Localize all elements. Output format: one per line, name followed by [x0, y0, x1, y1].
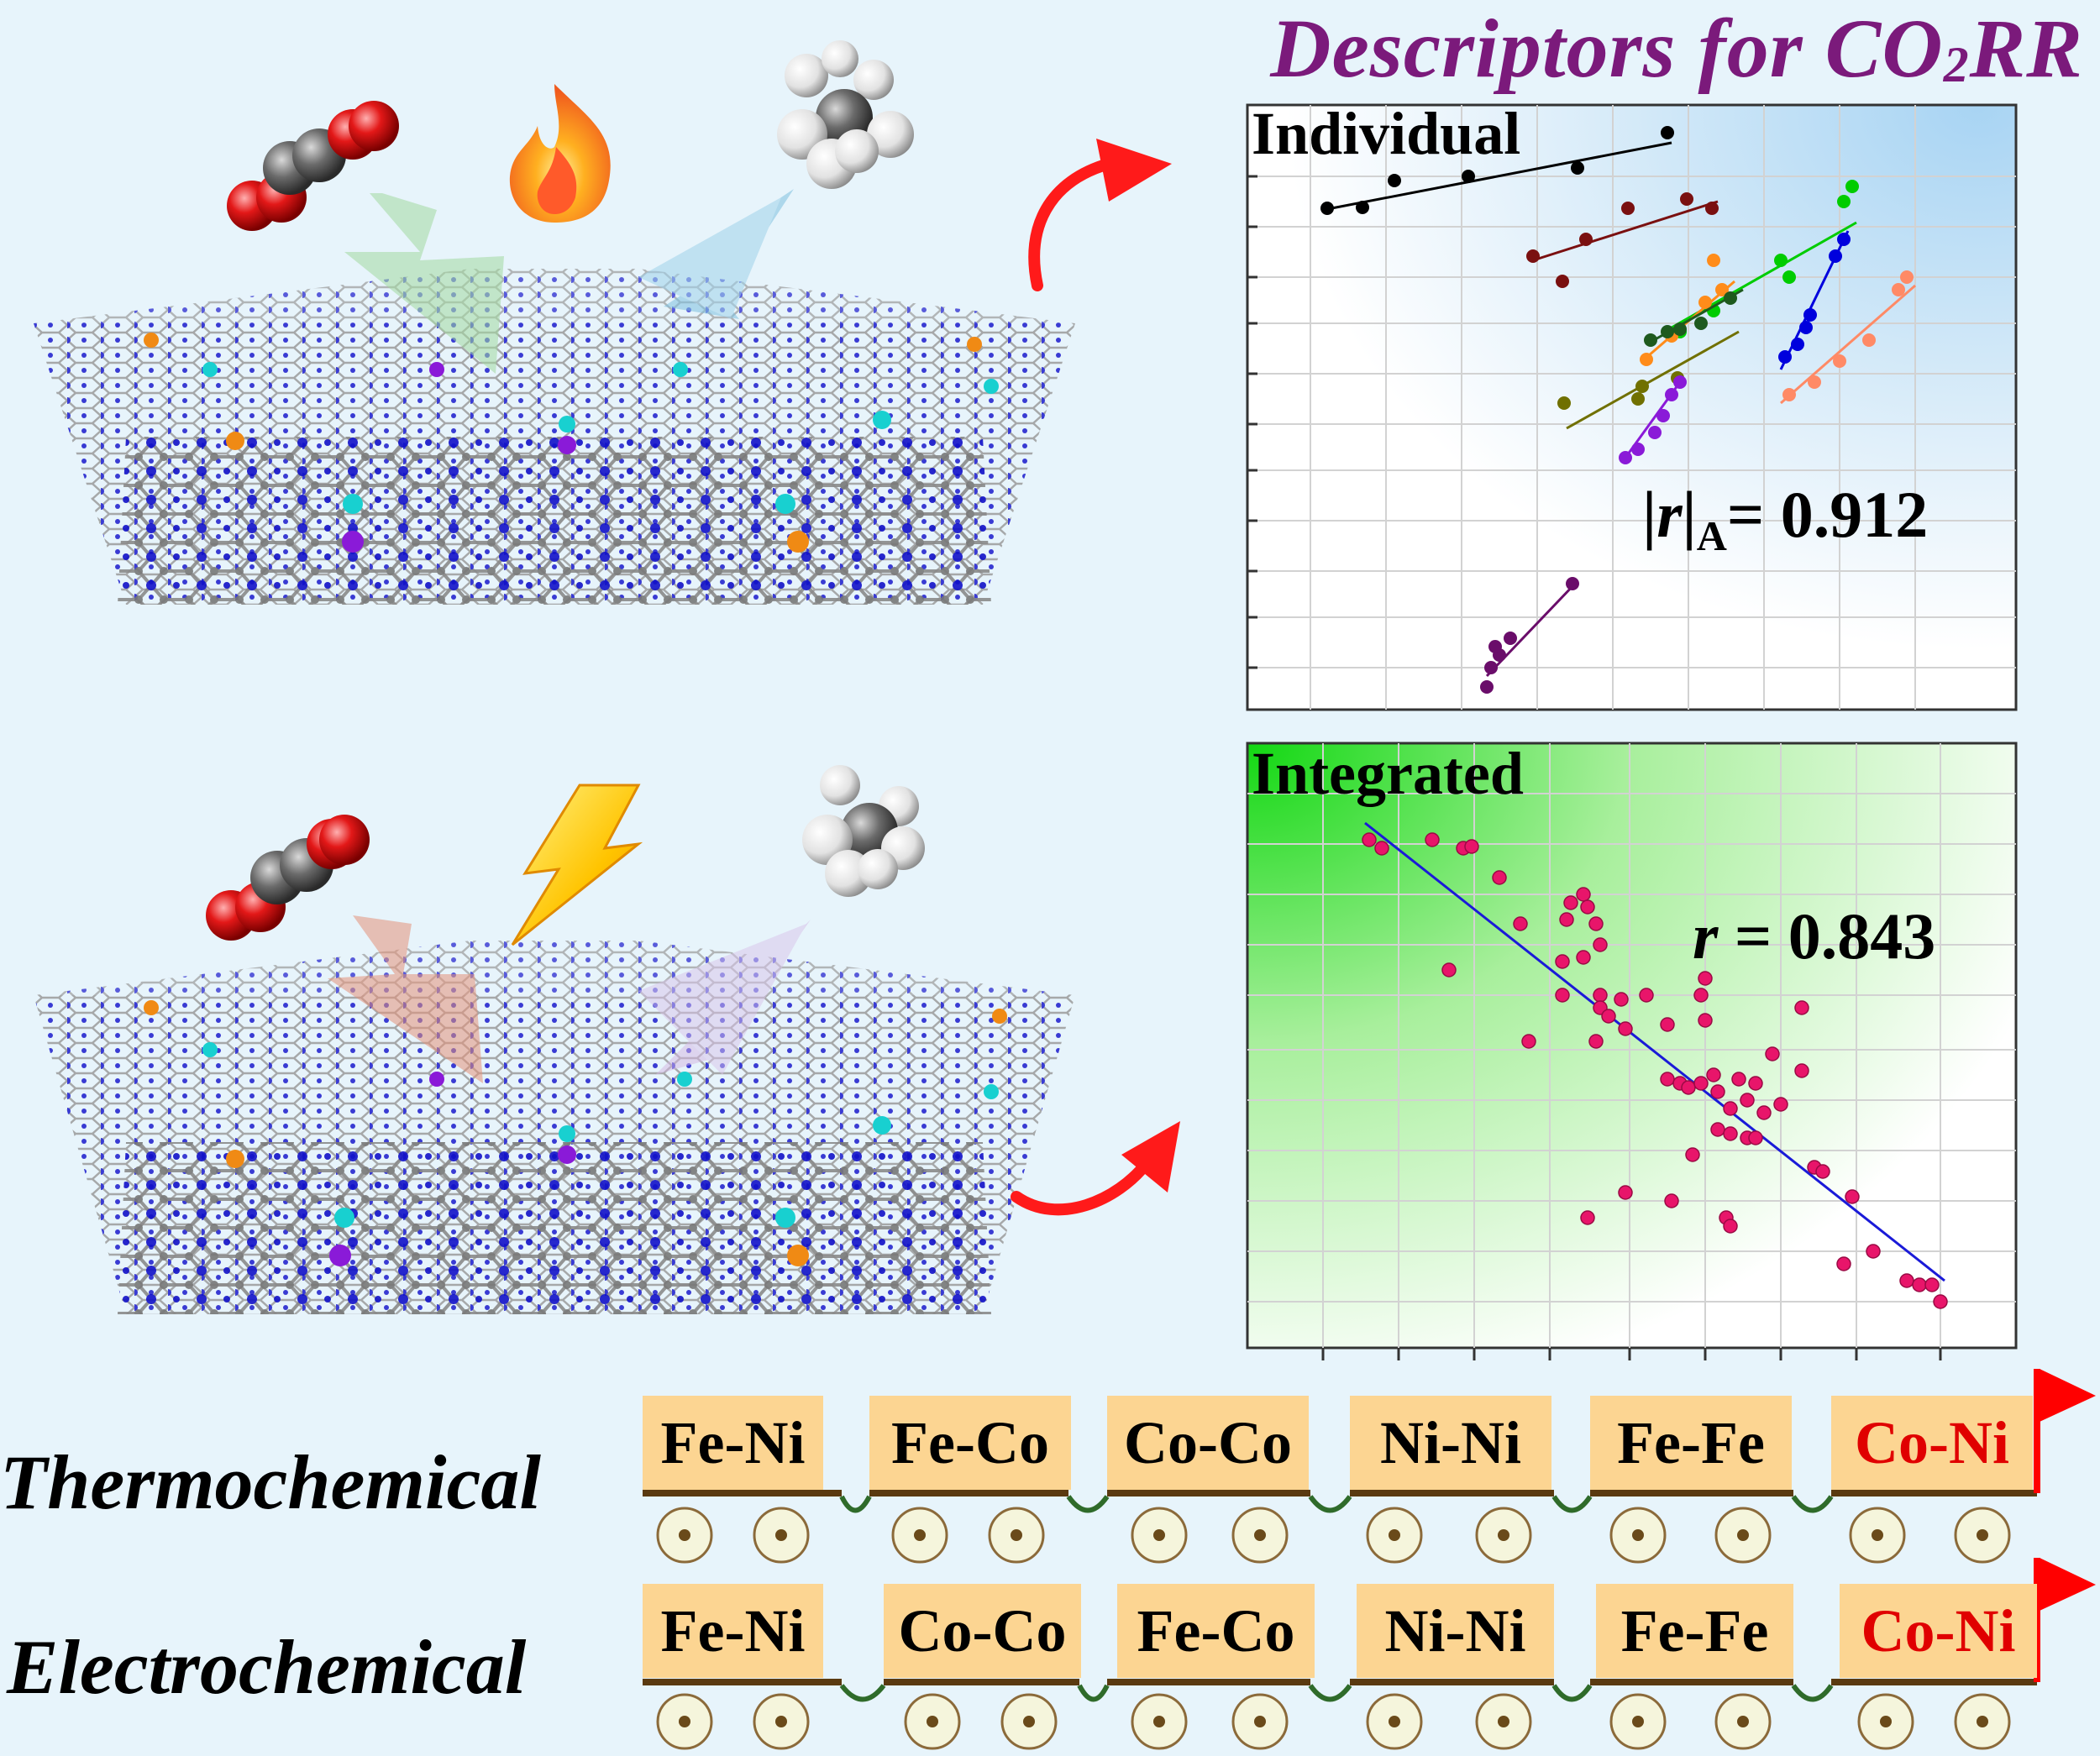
catalyst-sheet-top	[34, 269, 1075, 605]
panel-label-individual: Individual	[1252, 100, 1521, 167]
pair-thermo-2: Fe-Co	[869, 1396, 1071, 1490]
chart-integrated-ticks	[1321, 1348, 1942, 1360]
series-darkgreen	[1644, 288, 1744, 347]
pair-electro-4: Ni-Ni	[1357, 1584, 1554, 1678]
pair-thermo-1: Fe-Ni	[643, 1396, 823, 1490]
series-olive	[1557, 330, 1740, 430]
wheel-icon	[656, 1507, 2011, 1564]
pair-thermo-4: Ni-Ni	[1350, 1396, 1551, 1490]
fit-line-integrated	[1364, 821, 1945, 1282]
curved-arrow-icon	[1011, 1121, 1180, 1216]
chart-individual-ticks	[1247, 175, 1257, 669]
pair-thermo-3: Co-Co	[1107, 1396, 1309, 1490]
chart-individual-grid	[1247, 105, 2016, 710]
ch4-molecule-icon	[802, 765, 925, 897]
series-blue	[1778, 230, 1851, 370]
flag-icon	[2034, 1558, 2096, 1682]
lightning-icon	[511, 784, 643, 946]
product-arrow-bottom	[638, 920, 811, 1075]
ch4-molecule-icon	[777, 40, 914, 189]
wheel-icon	[656, 1693, 2011, 1750]
pair-thermo-5: Fe-Fe	[1590, 1396, 1792, 1490]
catalyst-sheet-bottom	[34, 941, 1075, 1314]
pair-electro-2: Co-Co	[884, 1584, 1081, 1678]
pair-electro-5: Fe-Fe	[1596, 1584, 1793, 1678]
flag-icon	[2034, 1369, 2096, 1493]
co2-molecule-icon	[227, 101, 399, 231]
panel-label-integrated: Integrated	[1252, 740, 1524, 807]
curved-arrow-icon	[1028, 139, 1172, 291]
track-thermochemical	[643, 1369, 2096, 1564]
track-electrochemical	[643, 1558, 2096, 1750]
pair-thermo-6-winner: Co-Ni	[1831, 1396, 2033, 1490]
pair-electro-3: Fe-Co	[1117, 1584, 1315, 1678]
flame-icon	[509, 84, 611, 223]
row-label-thermochemical: Thermochemical	[0, 1439, 541, 1525]
metal-sites-top	[144, 333, 999, 553]
chart-individual	[1246, 103, 2018, 711]
reactant-arrow-top	[344, 193, 504, 374]
points-integrated	[1362, 832, 1948, 1309]
metal-sites-bottom	[144, 1000, 1007, 1266]
product-arrow-top	[638, 189, 794, 319]
co2-molecule-icon	[206, 815, 370, 941]
series-purple	[1619, 375, 1687, 464]
stat-integrated: r = 0.843	[1693, 899, 1936, 972]
chart-integrated-grid	[1247, 743, 2016, 1348]
series-darkred	[1526, 192, 1719, 288]
figure-title: Descriptors for CO2RR	[1270, 2, 2083, 95]
chart-integrated	[1246, 742, 2018, 1360]
pair-electro-6-winner: Co-Ni	[1840, 1584, 2037, 1678]
series-plum	[1480, 577, 1579, 694]
series-black	[1320, 126, 1674, 215]
stat-individual: |r|A= 0.912	[1642, 478, 1929, 559]
series-salmon	[1780, 270, 1916, 405]
pair-electro-1: Fe-Ni	[643, 1584, 823, 1678]
row-label-electrochemical: Electrochemical	[7, 1624, 527, 1710]
reactant-arrow-bottom	[328, 915, 483, 1083]
